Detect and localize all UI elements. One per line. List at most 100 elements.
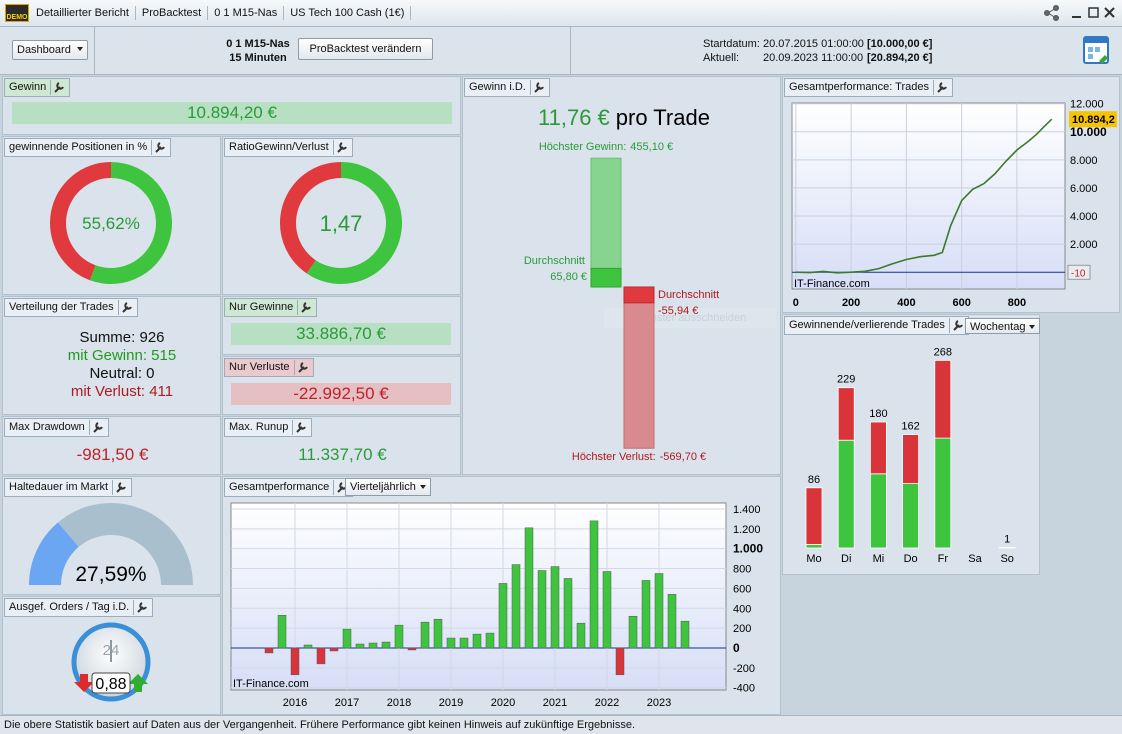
wrench-icon (116, 482, 126, 493)
row-label: Summe: (79, 329, 136, 346)
drawdown-value: -981,50 € (76, 445, 149, 464)
wrench-shape (116, 482, 126, 493)
wrench-icon (953, 320, 963, 331)
close-button[interactable] (1104, 7, 1115, 18)
current-date: 20.09.2023 11:00:00 (763, 52, 864, 64)
report-icon[interactable] (1082, 34, 1112, 66)
tab[interactable]: Detaillierter Bericht (30, 6, 136, 20)
wrench-shape (155, 142, 166, 153)
row-label: mit Gewinn: (67, 347, 147, 364)
panel-header: Nur Verluste (224, 358, 314, 377)
quarterly-panel: Gesamtperformance Vierteljährlich (222, 476, 781, 715)
avg-trade-panel: Gewinn i.D. (462, 76, 781, 475)
timeframe: 15 Minuten (229, 52, 287, 64)
wrench-shape (953, 320, 963, 331)
current-capital: [20.894,20 €] (867, 52, 933, 64)
panel-header: Max Drawdown (4, 418, 109, 437)
panel-header: Gewinn (4, 78, 71, 97)
settings-button[interactable] (292, 420, 308, 435)
settings-button[interactable] (933, 80, 949, 95)
panel-title: Max. Runup (229, 421, 289, 433)
panel-title: Haltedauer im Markt (9, 481, 109, 493)
settings-button[interactable] (948, 318, 965, 333)
capital-values: [10.000,00 €] [20.894,20 €] (867, 37, 932, 65)
drawdown-panel: Max Drawdown -981,50 € (2, 416, 221, 475)
tab[interactable]: 0 1 M15-Nas (208, 6, 285, 20)
panel-header: Gewinn i.D. (464, 78, 550, 97)
settings-button[interactable] (50, 80, 66, 95)
settings-button[interactable] (297, 300, 313, 315)
panel-title: Max Drawdown (9, 421, 85, 433)
start-capital: [10.000,00 €] (867, 38, 933, 50)
date-values: 20.07.2015 01:00:00 20.09.2023 11:00:00 (763, 37, 864, 65)
tab-list: Detaillierter Bericht ProBacktest 0 1 M1… (30, 6, 412, 20)
date-labels: Startdatum: Aktuell: (703, 37, 760, 65)
panel-title: Gewinn i.D. (469, 81, 526, 93)
period-dropdown[interactable]: Wochentag (965, 318, 1041, 334)
start-date: 20.07.2015 01:00:00 (763, 38, 864, 50)
settings-button[interactable] (293, 360, 310, 375)
row-value: 0 (146, 365, 155, 382)
distribution-row: mit Gewinn: 515 (3, 347, 241, 365)
share-button[interactable] (1044, 5, 1059, 21)
wrench-shape (937, 82, 947, 93)
panel-header: Nur Gewinne (224, 298, 318, 317)
row-label: Neutral: (89, 365, 142, 382)
wrench-shape (137, 602, 148, 613)
gains-value: 33.886,70 € (231, 323, 451, 345)
row-value: 411 (149, 383, 174, 400)
panel-title: Gewinn (9, 81, 47, 93)
panel-title: Gesamtperformance: Trades (789, 81, 930, 93)
equity-panel: Gesamtperformance: Trades (782, 76, 1120, 313)
panel-title: Gesamtperformance (229, 481, 330, 493)
wrench-shape (296, 422, 307, 433)
separator (94, 27, 95, 74)
period-dropdown[interactable]: Vierteljährlich (345, 478, 431, 496)
settings-button[interactable] (112, 480, 128, 495)
runup-panel: Max. Runup 11.337,70 € (222, 416, 461, 475)
demo-badge: DEMO (5, 4, 29, 22)
settings-button[interactable] (88, 420, 105, 435)
wrench-shape (54, 82, 65, 93)
panel-header: Gewinnende/verlierende Trades (784, 316, 969, 335)
distribution-row: mit Verlust: 411 (3, 383, 241, 401)
wrench-icon (296, 422, 307, 433)
edit-backtest-button[interactable]: ProBacktest verändern (298, 38, 433, 60)
distribution-row: Neutral: 0 (3, 365, 241, 383)
dashboard-dropdown[interactable]: Dashboard (12, 40, 88, 60)
gains-panel: Nur Gewinne 33.886,70 € (222, 296, 461, 355)
settings-button[interactable] (133, 600, 149, 615)
wrench-icon (155, 142, 166, 153)
settings-button[interactable] (151, 140, 167, 155)
maximize-button[interactable] (1088, 7, 1099, 18)
distribution-list: Summe: 926 mit Gewinn: 515 Neutral: 0 mi… (3, 329, 241, 401)
distribution-panel: Verteilung der Trades Summe: 926 mit Gew… (2, 296, 221, 415)
row-label: mit Verlust: (70, 383, 146, 400)
cut-window-hint: Fenster ausschneiden (604, 308, 776, 328)
panel-header: RatioGewinn/Verlust (224, 138, 353, 157)
tab[interactable]: ProBacktest (136, 6, 209, 20)
holding-panel: Haltedauer im Markt (2, 476, 221, 595)
losses-value: -22.992,50 € (231, 383, 451, 405)
tab[interactable]: US Tech 100 Cash (1€) (284, 6, 412, 20)
weekday-panel: Gewinnende/verlierende Trades Wochentag (782, 314, 1041, 575)
panel-title: Nur Gewinne (229, 301, 294, 313)
settings-button[interactable] (332, 140, 349, 155)
panel-header: Verteilung der Trades (4, 298, 138, 317)
wrench-icon (534, 82, 544, 93)
wrench-icon (121, 302, 132, 313)
system-info: 0 1 M15-Nas 15 Minuten (195, 37, 321, 65)
panel-header: Haltedauer im Markt (4, 478, 133, 497)
panel-header: gewinnende Positionen in % (4, 138, 172, 157)
start-label: Startdatum: (703, 38, 760, 50)
wrench-shape (534, 82, 544, 93)
settings-button[interactable] (529, 80, 546, 95)
panel-title: Verteilung der Trades (9, 301, 114, 313)
settings-button[interactable] (117, 300, 134, 315)
status-bar: Die obere Statistik basiert auf Daten au… (0, 715, 1122, 734)
separator (570, 27, 571, 74)
title-bar: DEMO Detaillierter Bericht ProBacktest 0… (0, 0, 1122, 27)
panel-header: Gesamtperformance: Trades (784, 78, 954, 97)
